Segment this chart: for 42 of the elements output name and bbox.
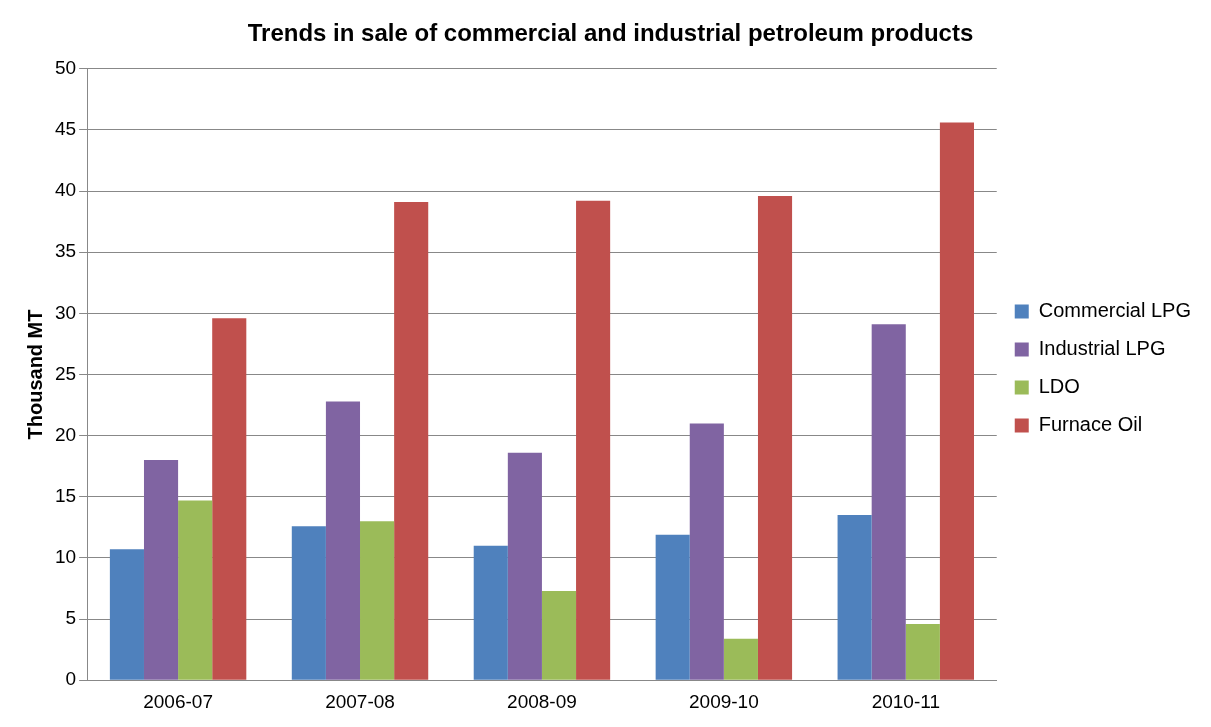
y-tick-label: 20 (54, 423, 77, 445)
bar (507, 452, 542, 680)
bar (109, 549, 144, 680)
y-tick-label: 45 (54, 118, 77, 140)
bar (178, 500, 213, 680)
y-tick-label: 25 (54, 362, 77, 384)
legend-label: Commercial LPG (1038, 299, 1192, 322)
y-tick-label: 40 (54, 179, 77, 201)
bar (360, 521, 395, 680)
x-tick-label: 2006-07 (143, 690, 213, 712)
bar (212, 318, 247, 680)
bar (871, 324, 906, 680)
bar (837, 515, 872, 680)
y-tick-label: 0 (65, 668, 77, 690)
bar (905, 623, 940, 680)
y-tick-label: 50 (54, 57, 77, 79)
bar (394, 202, 429, 680)
y-axis-title: Thousand MT (23, 309, 46, 440)
legend-label: Industrial LPG (1038, 337, 1166, 360)
bar (473, 545, 508, 680)
x-tick-label: 2008-09 (507, 690, 577, 712)
bar (723, 638, 758, 680)
bar (689, 423, 724, 680)
y-tick-label: 30 (54, 301, 77, 323)
y-tick-label: 35 (54, 240, 77, 262)
x-tick-label: 2009-10 (688, 690, 759, 712)
bar (655, 534, 690, 680)
x-tick-label: 2007-08 (325, 690, 395, 712)
y-tick-label: 15 (54, 485, 77, 507)
bar (541, 590, 577, 680)
bar (576, 200, 611, 680)
bar (291, 526, 326, 680)
legend-label: Furnace Oil (1038, 413, 1143, 436)
chart-title: Trends in sale of commercial and industrial petroleum products (247, 19, 974, 47)
y-tick-label: 10 (54, 546, 77, 568)
bar (939, 122, 974, 680)
bar (757, 195, 793, 680)
y-tick-label: 5 (65, 607, 77, 629)
bar (143, 460, 179, 680)
bar (325, 401, 361, 680)
legend-label: LDO (1038, 375, 1080, 398)
x-tick-label: 2010-11 (871, 690, 940, 712)
